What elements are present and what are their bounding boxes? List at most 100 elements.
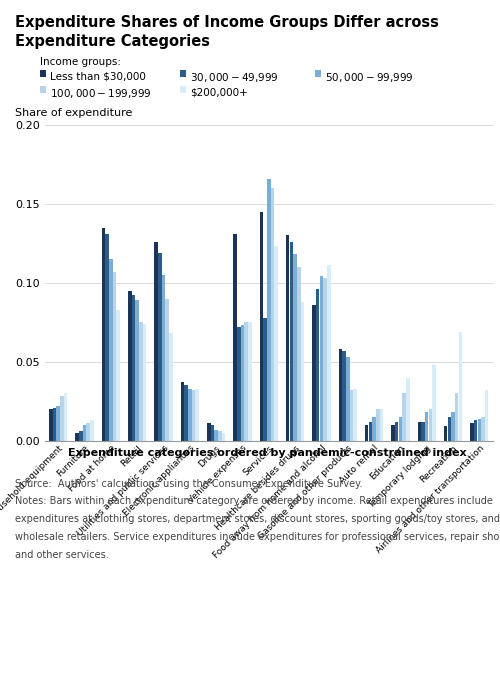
- Bar: [192, 390, 196, 441]
- Bar: [402, 393, 406, 441]
- Bar: [116, 310, 120, 441]
- Text: Source:  Authors' calculations using the Consumer Expenditure Survey.: Source: Authors' calculations using the …: [15, 479, 362, 489]
- Bar: [350, 390, 353, 441]
- Bar: [49, 409, 52, 441]
- Bar: [354, 389, 357, 441]
- Bar: [451, 412, 455, 441]
- Bar: [184, 385, 188, 441]
- Bar: [64, 393, 68, 441]
- Bar: [166, 298, 169, 441]
- Bar: [210, 425, 214, 441]
- Bar: [380, 409, 383, 441]
- Bar: [136, 301, 139, 441]
- Bar: [60, 396, 64, 441]
- Bar: [237, 327, 240, 441]
- Bar: [290, 242, 293, 441]
- Bar: [270, 188, 274, 441]
- Bar: [274, 246, 278, 441]
- Text: $200,000+: $200,000+: [190, 87, 248, 97]
- Bar: [368, 422, 372, 441]
- Bar: [406, 378, 409, 441]
- Bar: [86, 423, 90, 441]
- Bar: [52, 407, 56, 441]
- Text: $50,000 - $99,999: $50,000 - $99,999: [325, 71, 414, 85]
- Bar: [481, 417, 485, 441]
- Bar: [312, 305, 316, 441]
- Bar: [240, 325, 244, 441]
- Bar: [162, 275, 165, 441]
- Bar: [327, 265, 330, 441]
- Bar: [132, 296, 135, 441]
- Bar: [196, 389, 199, 441]
- Bar: [338, 349, 342, 441]
- Text: Expenditure categories ordered by pandemic-constrained index: Expenditure categories ordered by pandem…: [68, 448, 467, 457]
- Text: $100,000 - $199,999: $100,000 - $199,999: [50, 87, 152, 101]
- Bar: [395, 422, 398, 441]
- Bar: [316, 289, 320, 441]
- Bar: [102, 228, 105, 441]
- Bar: [82, 425, 86, 441]
- Text: wholesale retailers. Service expenditures include expenditures for professional : wholesale retailers. Service expenditure…: [15, 532, 500, 542]
- Bar: [112, 272, 116, 441]
- Bar: [76, 433, 79, 441]
- Bar: [346, 357, 350, 441]
- Bar: [458, 332, 462, 441]
- Bar: [448, 417, 451, 441]
- Bar: [372, 417, 376, 441]
- Bar: [391, 425, 395, 441]
- Bar: [188, 389, 192, 441]
- Bar: [428, 409, 432, 441]
- Bar: [169, 333, 172, 441]
- Bar: [260, 212, 263, 441]
- Bar: [207, 423, 210, 441]
- Bar: [128, 291, 132, 441]
- Bar: [425, 412, 428, 441]
- Text: Expenditure Shares of Income Groups Differ across: Expenditure Shares of Income Groups Diff…: [15, 15, 439, 31]
- Bar: [142, 324, 146, 441]
- Bar: [180, 382, 184, 441]
- Bar: [154, 242, 158, 441]
- Bar: [342, 350, 346, 441]
- Bar: [106, 234, 109, 441]
- Bar: [286, 235, 290, 441]
- Text: $30,000 - $49,999: $30,000 - $49,999: [190, 71, 278, 85]
- Bar: [218, 431, 222, 441]
- Bar: [455, 393, 458, 441]
- Bar: [432, 365, 436, 441]
- Bar: [398, 417, 402, 441]
- Bar: [139, 322, 142, 441]
- Bar: [376, 409, 380, 441]
- Bar: [248, 322, 252, 441]
- Bar: [234, 234, 237, 441]
- Bar: [56, 406, 60, 441]
- Text: Notes: Bars within each expenditure category are ordered by income. Retail expen: Notes: Bars within each expenditure cate…: [15, 496, 493, 506]
- Text: expenditures at clothing stores, department stores, discount stores, sporting go: expenditures at clothing stores, departm…: [15, 514, 500, 524]
- Bar: [79, 431, 82, 441]
- Text: Less than $30,000: Less than $30,000: [50, 71, 146, 81]
- Bar: [158, 253, 162, 441]
- Bar: [244, 322, 248, 441]
- Bar: [324, 278, 327, 441]
- Text: Income groups:: Income groups:: [40, 57, 121, 67]
- Bar: [474, 420, 478, 441]
- Bar: [478, 418, 481, 441]
- Bar: [90, 420, 94, 441]
- Bar: [109, 259, 112, 441]
- Bar: [214, 430, 218, 441]
- Bar: [365, 425, 368, 441]
- Bar: [297, 267, 300, 441]
- Bar: [267, 178, 270, 441]
- Bar: [444, 427, 448, 441]
- Bar: [320, 276, 323, 441]
- Bar: [294, 255, 297, 441]
- Text: Expenditure Categories: Expenditure Categories: [15, 34, 210, 49]
- Text: Share of expenditure: Share of expenditure: [15, 108, 132, 117]
- Bar: [421, 422, 425, 441]
- Text: and other services.: and other services.: [15, 550, 109, 560]
- Bar: [300, 302, 304, 441]
- Bar: [222, 433, 226, 441]
- Bar: [470, 423, 474, 441]
- Bar: [485, 390, 488, 441]
- Bar: [418, 422, 421, 441]
- Bar: [264, 318, 267, 441]
